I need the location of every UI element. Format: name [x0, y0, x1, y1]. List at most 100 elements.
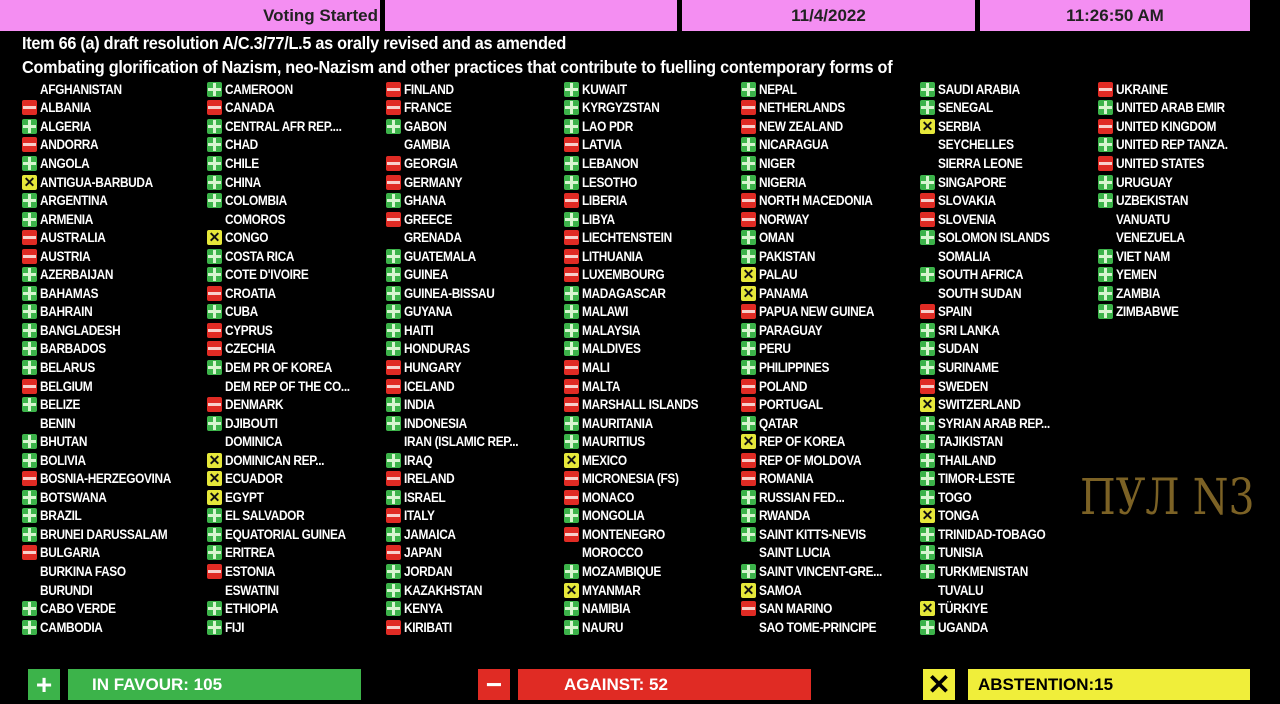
country-name: BENIN	[40, 415, 76, 431]
plus-icon	[564, 434, 579, 450]
plus-icon	[386, 267, 401, 283]
country-row: VENEZUELA	[1098, 228, 1243, 247]
country-row: YEMEN	[1098, 265, 1243, 284]
minus-icon	[207, 285, 222, 301]
country-row: NEPAL	[741, 80, 899, 99]
country-name: NAMIBIA	[582, 601, 631, 617]
minus-icon	[207, 100, 222, 116]
plus-icon	[564, 415, 579, 431]
country-row: INDONESIA	[386, 414, 534, 433]
country-name: JAPAN	[404, 545, 442, 561]
country-name: BOTSWANA	[40, 489, 107, 505]
plus-icon	[22, 452, 37, 468]
country-row: MALDIVES	[564, 340, 714, 359]
country-row: DJIBOUTI	[207, 414, 367, 433]
country-row: MALAWI	[564, 303, 714, 322]
country-name: BURUNDI	[40, 582, 93, 598]
plus-icon	[564, 155, 579, 171]
country-row: BARBADOS	[22, 340, 189, 359]
x-icon: ✕	[741, 581, 756, 598]
country-name: JORDAN	[404, 563, 453, 579]
plus-icon	[564, 285, 579, 301]
minus-icon	[22, 137, 37, 153]
plus-icon	[920, 545, 935, 561]
country-row: COSTA RICA	[207, 247, 367, 266]
country-name: TURKMENISTAN	[938, 563, 1028, 579]
country-name: SOUTH AFRICA	[938, 267, 1024, 283]
country-row: ZIMBABWE	[1098, 303, 1243, 322]
country-name: SLOVENIA	[938, 211, 996, 227]
country-name: REP OF MOLDOVA	[759, 452, 862, 468]
country-row: COMOROS	[207, 210, 367, 229]
plus-icon	[1098, 267, 1113, 283]
country-row: CHINA	[207, 173, 367, 192]
country-row: AUSTRIA	[22, 247, 189, 266]
minus-icon	[741, 211, 756, 227]
plus-icon	[386, 341, 401, 357]
country-row: ERITREA	[207, 544, 367, 563]
country-name: PORTUGAL	[759, 397, 823, 413]
minus-icon	[920, 304, 935, 320]
country-row: ✕ DOMINICAN REP...	[207, 451, 367, 470]
country-row: UNITED KINGDOM	[1098, 117, 1243, 136]
plus-icon	[22, 193, 37, 209]
plus-icon	[207, 137, 222, 153]
country-name: DOMINICA	[225, 434, 283, 450]
country-name: ARMENIA	[40, 211, 93, 227]
country-name: UNITED REP TANZA.	[1116, 137, 1228, 153]
minus-icon	[207, 322, 222, 338]
minus-icon	[1098, 81, 1113, 97]
no-vote-icon	[386, 434, 401, 449]
country-name: COTE D'IVOIRE	[225, 267, 309, 283]
country-column: CAMEROON CANADA CENTRAL AFR REP.... CHAD CHI…	[207, 80, 367, 636]
plus-icon	[564, 508, 579, 524]
country-name: COMOROS	[225, 211, 286, 227]
country-name: SLOVAKIA	[938, 193, 996, 209]
country-row: LEBANON	[564, 154, 714, 173]
resolution-subtitle: Combating glorification of Nazism, neo-N…	[22, 57, 893, 77]
country-name: LIBERIA	[582, 193, 628, 209]
country-row: CUBA	[207, 303, 367, 322]
country-name: SAUDI ARABIA	[938, 81, 1020, 97]
country-row: GUINEA	[386, 265, 534, 284]
country-row: SOUTH AFRICA	[920, 265, 1065, 284]
country-name: TUVALU	[938, 582, 984, 598]
country-name: ROMANIA	[759, 471, 814, 487]
country-row: BOTSWANA	[22, 488, 189, 507]
minus-icon	[386, 378, 401, 394]
plus-icon	[920, 230, 935, 246]
plus-icon	[22, 619, 37, 635]
country-name: NORWAY	[759, 211, 810, 227]
country-row: THAILAND	[920, 451, 1065, 470]
minus-icon	[564, 526, 579, 542]
minus-icon	[741, 452, 756, 468]
plus-icon	[1098, 174, 1113, 190]
country-row: SAUDI ARABIA	[920, 80, 1065, 99]
x-icon: ✕	[564, 451, 579, 468]
country-name: GUINEA-BISSAU	[404, 285, 495, 301]
country-name: SOMALIA	[938, 248, 991, 264]
plus-icon	[741, 155, 756, 171]
plus-icon	[386, 397, 401, 413]
plus-icon	[22, 304, 37, 320]
country-row: MAURITIUS	[564, 432, 714, 451]
country-row: MONGOLIA	[564, 507, 714, 526]
plus-icon	[920, 563, 935, 579]
country-row: BURKINA FASO	[22, 562, 189, 581]
country-row: NAURU	[564, 618, 714, 637]
country-name: POLAND	[759, 378, 808, 394]
country-row: UNITED STATES	[1098, 154, 1243, 173]
country-name: KYRGYZSTAN	[582, 100, 660, 116]
country-name: DEM PR OF KOREA	[225, 359, 332, 375]
country-row: SAN MARINO	[741, 599, 899, 618]
plus-icon	[741, 81, 756, 97]
minus-icon	[386, 81, 401, 97]
plus-icon	[741, 322, 756, 338]
plus-icon	[564, 304, 579, 320]
country-row: BHUTAN	[22, 432, 189, 451]
country-row: GUATEMALA	[386, 247, 534, 266]
no-vote-icon	[207, 212, 222, 227]
plus-icon	[207, 174, 222, 190]
country-row: UGANDA	[920, 618, 1065, 637]
country-name: DENMARK	[225, 397, 284, 413]
